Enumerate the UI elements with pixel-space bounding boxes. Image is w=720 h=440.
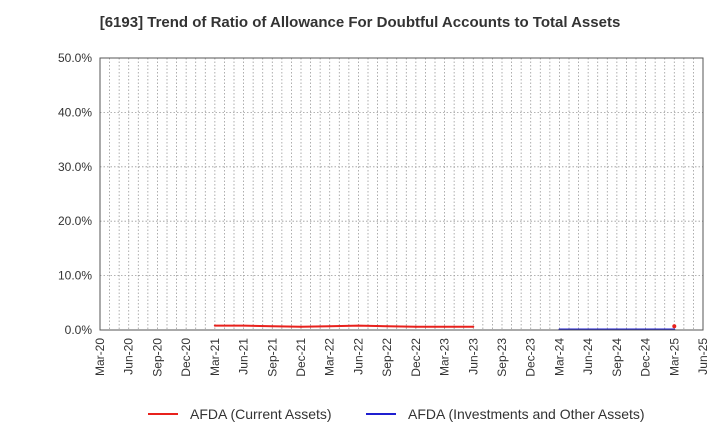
y-tick-label: 10.0% bbox=[58, 269, 92, 283]
x-tick-label: Jun-25 bbox=[696, 338, 710, 375]
legend-label-1: AFDA (Current Assets) bbox=[190, 406, 332, 422]
data-point bbox=[443, 325, 446, 328]
data-point bbox=[414, 325, 417, 328]
y-tick-label: 30.0% bbox=[58, 160, 92, 174]
series-line-1 bbox=[214, 324, 474, 328]
y-tick-label: 20.0% bbox=[58, 214, 92, 228]
x-tick-label: Mar-20 bbox=[93, 338, 107, 376]
y-tick-label: 0.0% bbox=[65, 323, 93, 337]
x-tick-label: Sep-20 bbox=[150, 338, 164, 377]
x-tick-label: Sep-23 bbox=[495, 338, 509, 377]
x-tick-label: Mar-25 bbox=[667, 338, 681, 376]
data-point bbox=[300, 325, 302, 328]
x-tick-label: Sep-24 bbox=[610, 338, 624, 377]
y-tick-label: 50.0% bbox=[58, 51, 92, 65]
x-tick-label: Jun-23 bbox=[466, 338, 480, 375]
legend-label-2: AFDA (Investments and Other Assets) bbox=[408, 406, 645, 422]
data-point bbox=[271, 325, 274, 328]
x-tick-label: Dec-23 bbox=[524, 338, 538, 377]
x-tick-label: Jun-24 bbox=[581, 338, 595, 375]
data-point bbox=[328, 325, 331, 328]
x-tick-label: Jun-22 bbox=[351, 338, 365, 375]
x-tick-label: Jun-21 bbox=[237, 338, 251, 375]
data-point bbox=[357, 324, 360, 327]
x-tick-label: Dec-21 bbox=[294, 338, 308, 377]
x-tick-label: Jun-20 bbox=[122, 338, 136, 375]
x-tick-label: Mar-24 bbox=[552, 338, 566, 376]
x-tick-label: Mar-21 bbox=[208, 338, 222, 376]
x-tick-label: Dec-20 bbox=[179, 338, 193, 377]
legend: AFDA (Current Assets) AFDA (Investments a… bbox=[148, 406, 645, 422]
plot-border bbox=[99, 57, 704, 331]
data-point bbox=[213, 324, 216, 327]
chart-title: [6193] Trend of Ratio of Allowance For D… bbox=[99, 14, 621, 31]
x-tick-label: Mar-22 bbox=[323, 338, 337, 376]
x-tick-label: Dec-24 bbox=[639, 338, 653, 377]
x-tick-label: Dec-22 bbox=[409, 338, 423, 377]
data-point bbox=[242, 324, 245, 327]
x-tick-label: Sep-21 bbox=[265, 338, 279, 377]
plot-area bbox=[100, 58, 703, 330]
x-tick-label: Mar-23 bbox=[438, 338, 452, 376]
x-tick-label: Sep-22 bbox=[380, 338, 394, 377]
data-point-isolated bbox=[672, 324, 677, 329]
y-tick-label: 40.0% bbox=[58, 105, 92, 119]
axes: 0.0% 10.0% 20.0% 30.0% 40.0% 50.0% Mar-20 Jun-2… bbox=[58, 51, 710, 377]
data-point bbox=[386, 325, 389, 328]
data-point bbox=[472, 325, 475, 328]
